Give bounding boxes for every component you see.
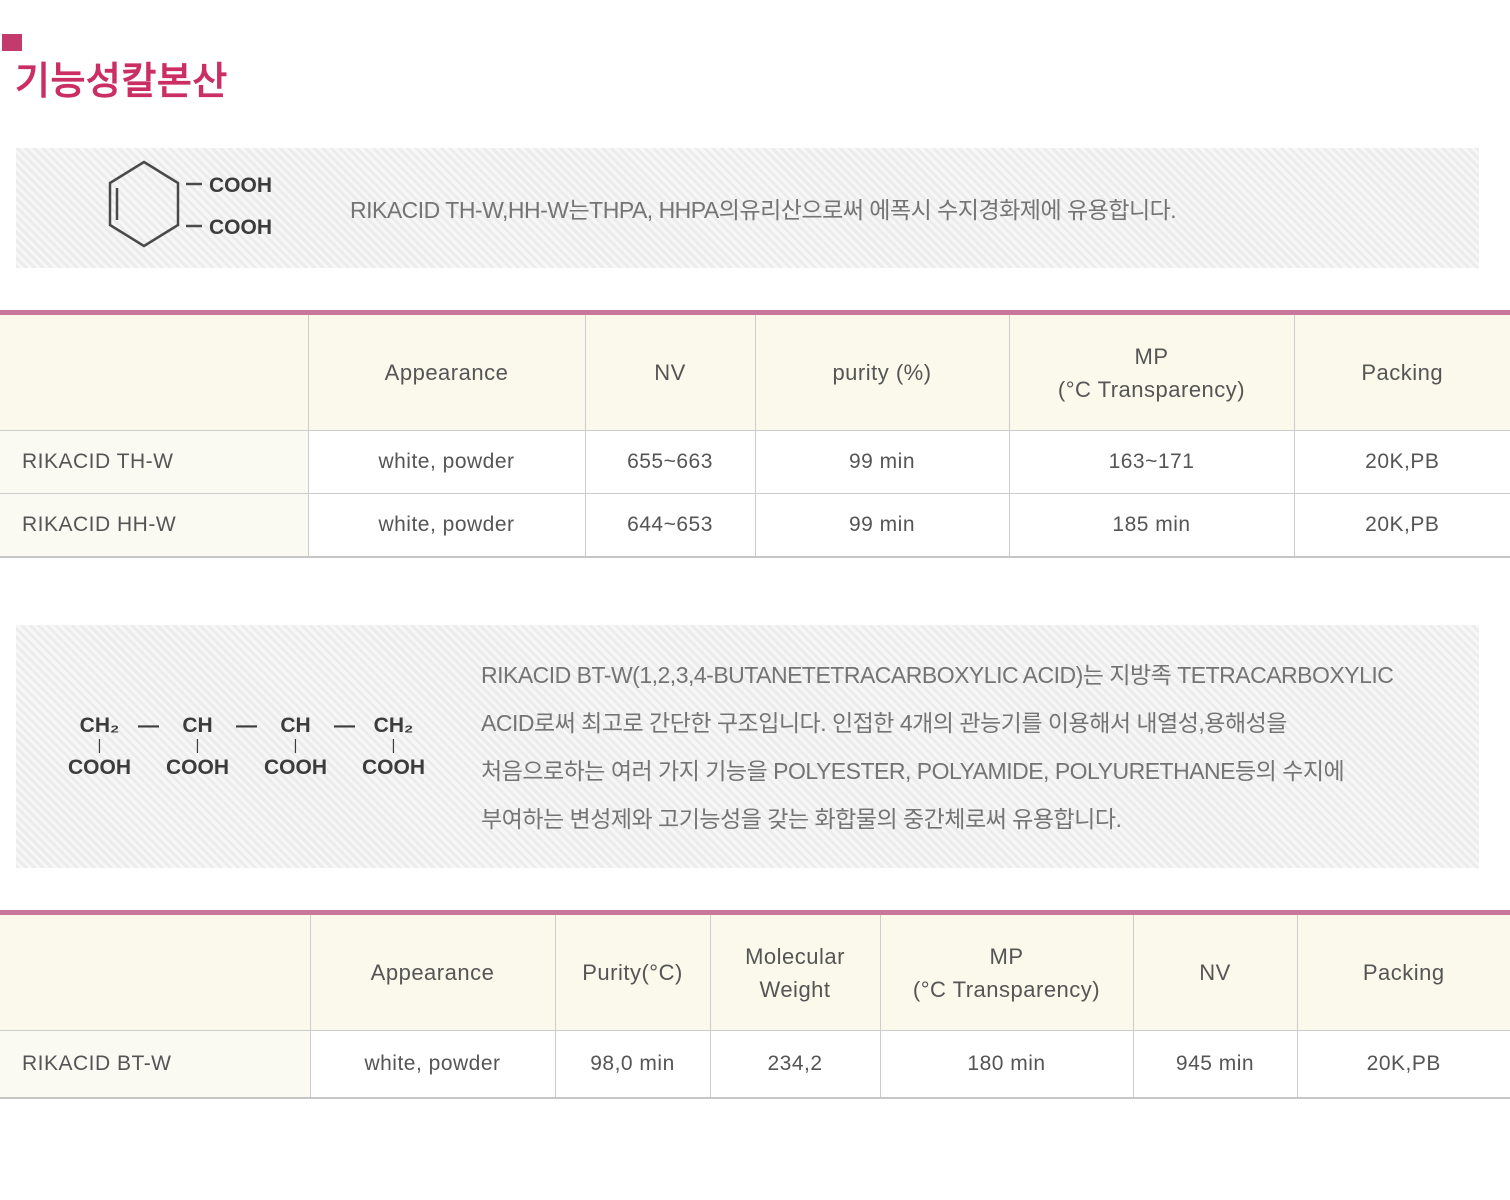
product-name: RIKACID HH-W — [0, 493, 308, 557]
table1-header-blank — [0, 312, 308, 431]
formula-cooh: COOH — [362, 755, 425, 779]
product-name: RIKACID TH-W — [0, 430, 308, 494]
table1-header-mp: MP (°C Transparency) — [1008, 312, 1294, 431]
formula-ch: CH₂ — [79, 714, 120, 738]
formula-bond: — — [236, 714, 257, 738]
packing-value: 20K,PB — [1296, 1030, 1510, 1098]
product-name: RIKACID BT-W — [0, 1030, 310, 1098]
table2-header-mw: Molecular Weight — [709, 912, 880, 1031]
btw-description-line: RIKACID BT-W(1,2,3,4-BUTANETETRACARBOXYL… — [481, 661, 1394, 688]
btw-formula-grid: CH₂ — CH — CH — CH₂ | | | | COOH COOH CO… — [68, 714, 425, 779]
formula-cooh: COOH — [68, 755, 131, 779]
banner-btw-description: RIKACID BT-W(1,2,3,4-BUTANETETRACARBOXYL… — [481, 651, 1394, 843]
banner-thw-hhw: COOH COOH RIKACID TH-W,HH-W는THPA, HHPA의유… — [16, 148, 1479, 268]
table1-header-row: Appearance NV purity (%) MP (°C Transpar… — [0, 312, 1510, 431]
table2-header-mp: MP (°C Transparency) — [879, 912, 1133, 1031]
purity-value: 99 min — [754, 430, 1009, 494]
cyclohexene-dicarboxylic-acid-icon: COOH COOH — [108, 160, 272, 247]
product-table-bt: Appearance Purity(°C) Molecular Weight M… — [0, 910, 1510, 1099]
btw-description-line: 처음으로하는 여러 가지 기능을 POLYESTER, POLYAMIDE, P… — [481, 757, 1345, 784]
table2-header-mp-line1: MP — [989, 943, 1024, 969]
table2-header-mw-line2: Weight — [759, 976, 831, 1002]
packing-value: 20K,PB — [1293, 430, 1510, 494]
formula-bond: — — [138, 714, 159, 738]
formula-bond: — — [334, 714, 355, 738]
appearance-value: white, powder — [309, 1030, 555, 1098]
formula-vertical-bond: | — [195, 737, 200, 755]
mp-value: 185 min — [1008, 493, 1294, 557]
appearance-value: white, powder — [307, 430, 585, 494]
table1-header-purity: purity (%) — [754, 312, 1009, 431]
table1-header-appearance: Appearance — [307, 312, 585, 431]
product-table-th-hh: Appearance NV purity (%) MP (°C Transpar… — [0, 310, 1510, 558]
nv-value: 945 min — [1132, 1030, 1297, 1098]
nv-value: 644~653 — [584, 493, 755, 557]
molecular-weight-value: 234,2 — [709, 1030, 880, 1098]
banner-thw-hhw-description: RIKACID TH-W,HH-W는THPA, HHPA의유리산으로써 에폭시 … — [350, 197, 1177, 223]
formula-ch: CH — [280, 714, 311, 738]
accent-square — [2, 34, 22, 51]
table-row: RIKACID BT-W white, powder 98,0 min 234,… — [0, 1030, 1510, 1098]
formula-ch: CH₂ — [373, 714, 414, 738]
purity-value: 98,0 min — [554, 1030, 710, 1098]
table1-header-nv: NV — [584, 312, 755, 431]
table1-header-mp-line2: (°C Transparency) — [1057, 376, 1246, 402]
formula-ch: CH — [182, 714, 213, 738]
table2-header-mp-line2: (°C Transparency) — [912, 976, 1101, 1002]
purity-value: 99 min — [754, 493, 1009, 557]
formula-cooh: COOH — [166, 755, 229, 779]
table2-header-appearance: Appearance — [309, 912, 555, 1031]
table2-header-row: Appearance Purity(°C) Molecular Weight M… — [0, 912, 1510, 1031]
table1-header-packing: Packing — [1293, 312, 1510, 431]
mp-value: 163~171 — [1008, 430, 1294, 494]
formula-vertical-bond: | — [293, 737, 298, 755]
cyclohexene-structure-diagram: COOH COOH — [96, 156, 276, 261]
cooh-label-top: COOH — [209, 174, 272, 197]
formula-vertical-bond: | — [391, 737, 396, 755]
table2-header-nv: NV — [1132, 912, 1297, 1031]
formula-cooh: COOH — [264, 755, 327, 779]
btw-description-line: ACID로써 최고로 간단한 구조입니다. 인접한 4개의 관능기를 이용해서 … — [481, 709, 1287, 736]
table2-header-mw-line1: Molecular — [745, 943, 845, 969]
table2-header-blank — [0, 912, 310, 1031]
banner-btw: CH₂ — CH — CH — CH₂ | | | | COOH COOH CO… — [16, 625, 1479, 868]
btw-description-line: 부여하는 변성제와 고기능성을 갖는 화합물의 중간체로써 유용합니다. — [481, 805, 1122, 832]
table2-header-packing: Packing — [1296, 912, 1510, 1031]
nv-value: 655~663 — [584, 430, 755, 494]
formula-vertical-bond: | — [97, 737, 102, 755]
table2-header-purity: Purity(°C) — [554, 912, 710, 1031]
appearance-value: white, powder — [307, 493, 585, 557]
table1-header-mp-line1: MP — [1134, 343, 1169, 369]
page-title: 기능성칼본산 — [15, 61, 228, 103]
cooh-label-bottom: COOH — [209, 216, 272, 239]
mp-value: 180 min — [879, 1030, 1133, 1098]
table-row: RIKACID TH-W white, powder 655~663 99 mi… — [0, 430, 1510, 494]
table-row: RIKACID HH-W white, powder 644~653 99 mi… — [0, 493, 1510, 557]
butanetetracarboxylic-structure-diagram: CH₂ — CH — CH — CH₂ | | | | COOH COOH CO… — [68, 714, 425, 779]
packing-value: 20K,PB — [1293, 493, 1510, 557]
